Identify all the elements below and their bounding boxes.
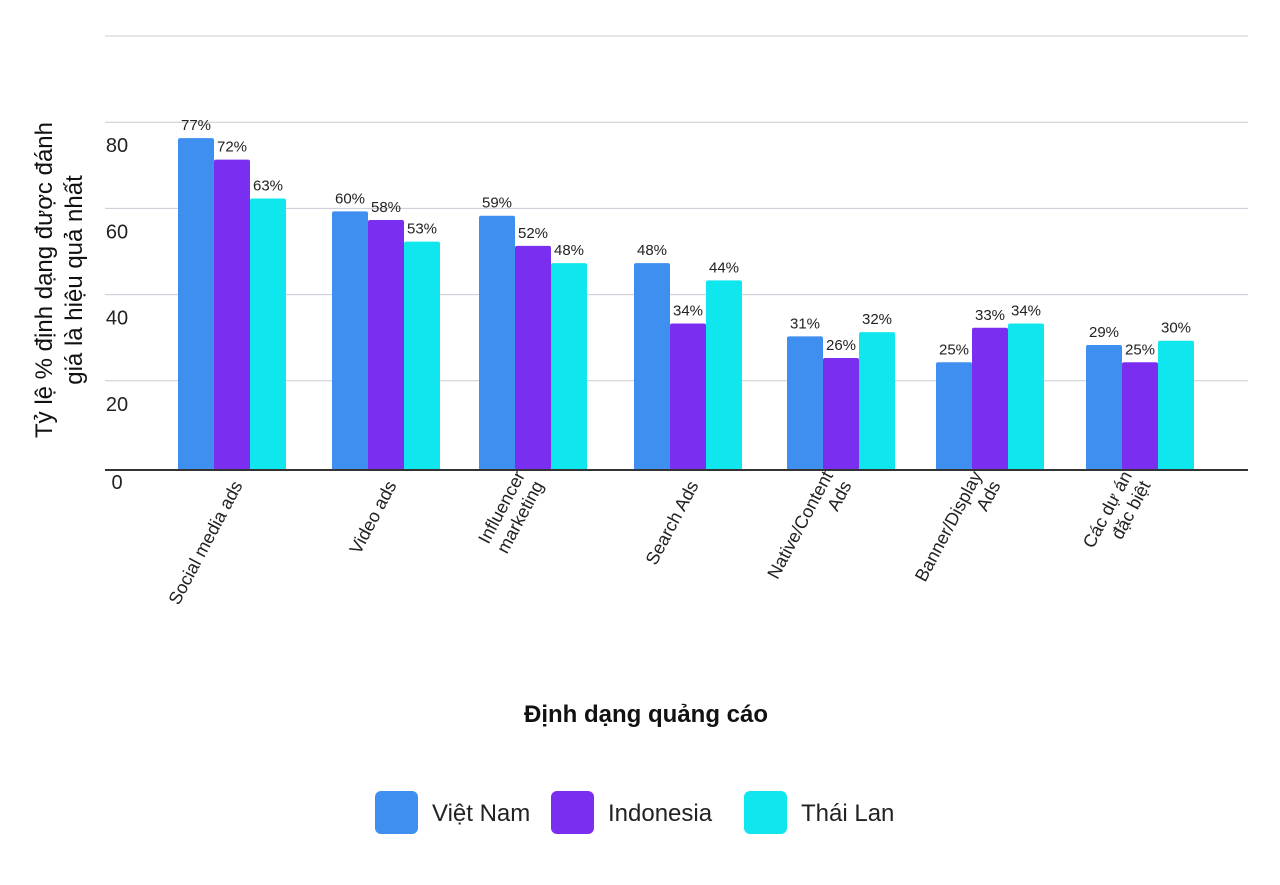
legend-item: Indonesia xyxy=(551,791,713,834)
category-label: Các dự ánđặc biệt xyxy=(1079,468,1155,561)
data-label: 58% xyxy=(371,199,401,216)
y-tick-labels: 0 20 40 60 80 xyxy=(106,135,128,494)
bar xyxy=(1008,323,1044,470)
bar xyxy=(634,263,670,470)
bar xyxy=(936,362,972,470)
data-label: 25% xyxy=(1125,341,1155,358)
category-label: Native/ContentAds xyxy=(763,468,855,592)
legend-label: Việt Nam xyxy=(432,800,530,827)
data-label: 26% xyxy=(826,337,856,354)
data-label: 34% xyxy=(1011,302,1041,319)
data-label: 72% xyxy=(217,139,247,156)
data-label: 59% xyxy=(482,195,512,212)
category-labels: Social media ads Video ads Influencermarke… xyxy=(165,468,1155,608)
y-tick-label: 0 xyxy=(111,472,122,494)
category-label: Video ads xyxy=(345,477,400,557)
legend-item: Thái Lan xyxy=(744,791,894,834)
bars xyxy=(178,138,1194,470)
category-label: Banner/DisplayAds xyxy=(911,468,1005,595)
bar xyxy=(972,327,1008,470)
bar xyxy=(332,211,368,470)
data-label: 60% xyxy=(335,190,365,207)
data-label: 34% xyxy=(673,302,703,319)
x-axis-title: Định dạng quảng cáo xyxy=(524,701,768,728)
bar xyxy=(250,198,286,470)
legend: Việt Nam Indonesia Thái Lan xyxy=(375,791,894,834)
data-label: 29% xyxy=(1089,324,1119,341)
data-label: 44% xyxy=(709,259,739,276)
bar xyxy=(670,323,706,470)
data-label: 52% xyxy=(518,225,548,242)
bar xyxy=(823,357,859,470)
data-label: 32% xyxy=(862,311,892,328)
legend-item: Việt Nam xyxy=(375,791,530,834)
y-axis-title-text: Tỷ lệ % định dạng được đánh giá là hiệu q… xyxy=(31,122,88,438)
bar xyxy=(551,263,587,470)
bar xyxy=(404,241,440,470)
data-label: 48% xyxy=(637,242,667,259)
y-axis-title: Tỷ lệ % định dạng được đánh giá là hiệu q… xyxy=(31,122,88,438)
bar xyxy=(1158,340,1194,470)
data-label: 25% xyxy=(939,341,969,358)
data-label: 30% xyxy=(1161,320,1191,337)
bar xyxy=(178,138,214,470)
legend-swatch xyxy=(375,791,418,834)
bar xyxy=(214,159,250,470)
data-label: 53% xyxy=(407,221,437,238)
gridlines xyxy=(105,35,1248,382)
bar xyxy=(479,215,515,470)
legend-swatch xyxy=(551,791,594,834)
bar xyxy=(368,220,404,470)
data-label: 63% xyxy=(253,177,283,194)
category-label: Search Ads xyxy=(642,477,703,568)
y-tick-label: 40 xyxy=(106,308,128,330)
data-label: 48% xyxy=(554,242,584,259)
category-label: Social media ads xyxy=(165,477,247,607)
legend-label: Thái Lan xyxy=(801,800,894,827)
bar xyxy=(1086,345,1122,470)
legend-swatch xyxy=(744,791,787,834)
data-labels: 77% 60% 59% 48% 31% 25% 29% 72% 58% 52% 34% 26% 33% 2… xyxy=(181,117,1191,358)
data-label: 77% xyxy=(181,117,211,134)
legend-label: Indonesia xyxy=(608,800,713,827)
data-label: 33% xyxy=(975,307,1005,324)
data-label: 31% xyxy=(790,315,820,332)
y-tick-label: 20 xyxy=(106,394,128,416)
bar xyxy=(706,280,742,470)
bar xyxy=(515,245,551,470)
bar xyxy=(859,332,895,470)
bar xyxy=(1122,362,1158,470)
y-tick-label: 80 xyxy=(106,135,128,157)
category-label: Influencermarketing xyxy=(474,468,547,557)
bar xyxy=(787,336,823,470)
y-tick-label: 60 xyxy=(106,221,128,243)
